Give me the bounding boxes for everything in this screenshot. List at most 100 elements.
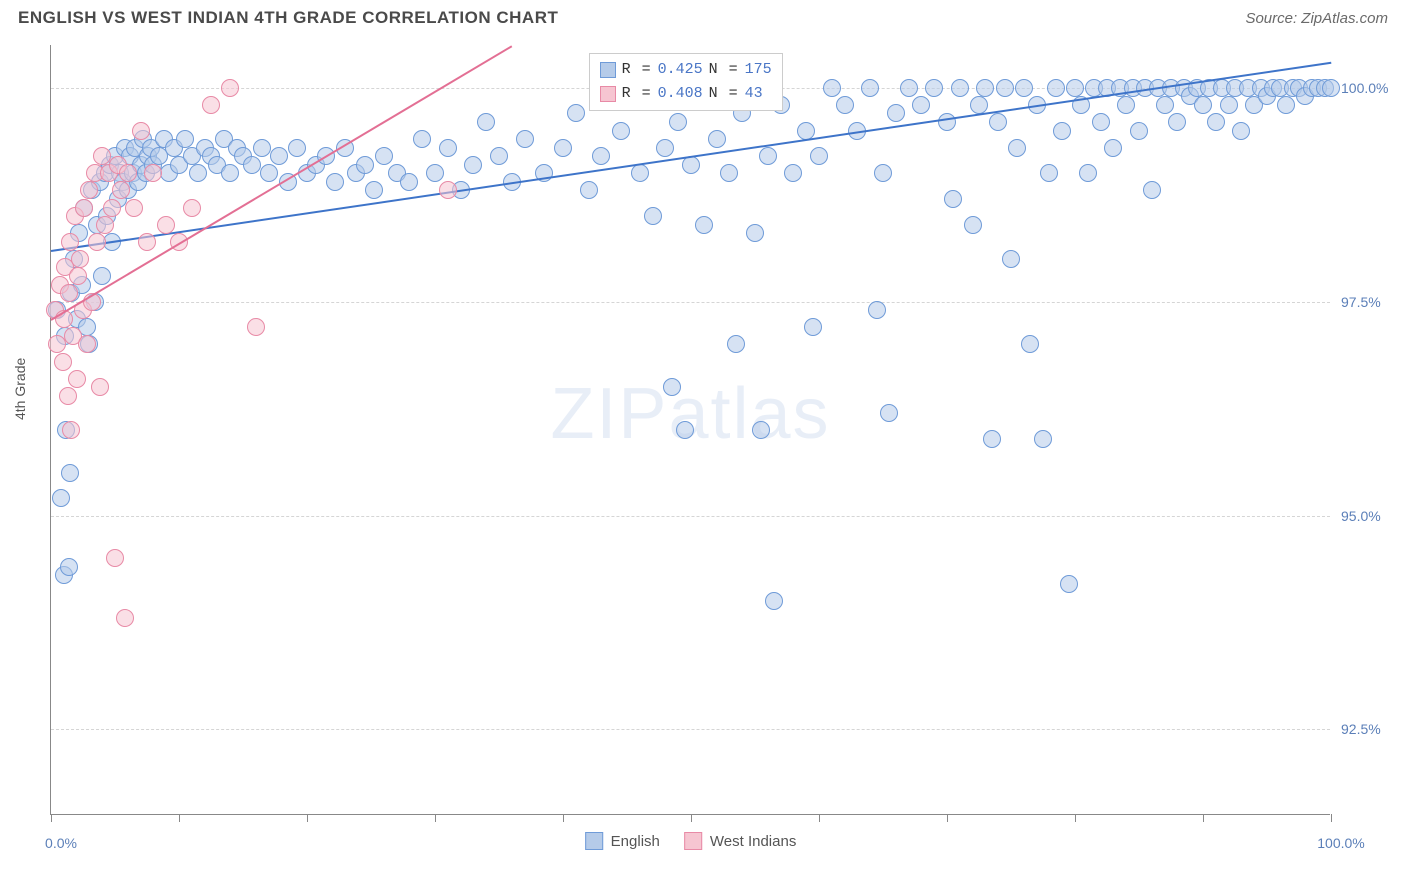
english-point xyxy=(1034,430,1052,448)
chart-header: ENGLISH VS WEST INDIAN 4TH GRADE CORRELA… xyxy=(0,0,1406,32)
english-point xyxy=(1008,139,1026,157)
stats-swatch-icon xyxy=(600,86,616,102)
x-tick-mark xyxy=(819,814,820,822)
x-tick-mark xyxy=(1203,814,1204,822)
west_indians-point xyxy=(54,353,72,371)
legend-item-english: English xyxy=(585,832,660,850)
english-point xyxy=(720,164,738,182)
english-point xyxy=(631,164,649,182)
english-point xyxy=(695,216,713,234)
english-point xyxy=(938,113,956,131)
english-point xyxy=(243,156,261,174)
english-point xyxy=(823,79,841,97)
west_indians-point xyxy=(88,233,106,251)
stats-n-label: N = xyxy=(709,82,739,106)
watermark-atlas: atlas xyxy=(668,374,830,454)
english-point xyxy=(288,139,306,157)
west_indians-point xyxy=(69,267,87,285)
english-point xyxy=(60,558,78,576)
legend-label: English xyxy=(611,833,660,850)
english-point xyxy=(797,122,815,140)
west_indians-point xyxy=(68,370,86,388)
english-point xyxy=(765,592,783,610)
english-point xyxy=(413,130,431,148)
english-point xyxy=(752,421,770,439)
west_indians-point xyxy=(144,164,162,182)
english-point xyxy=(516,130,534,148)
english-point xyxy=(1021,335,1039,353)
x-tick-label: 0.0% xyxy=(31,835,91,851)
english-point xyxy=(1156,96,1174,114)
english-point xyxy=(221,164,239,182)
english-point xyxy=(612,122,630,140)
stats-swatch-icon xyxy=(600,62,616,78)
y-tick-label: 97.5% xyxy=(1341,294,1381,310)
english-point xyxy=(1040,164,1058,182)
english-point xyxy=(759,147,777,165)
english-point xyxy=(1047,79,1065,97)
english-point xyxy=(912,96,930,114)
x-tick-mark xyxy=(947,814,948,822)
legend: English West Indians xyxy=(585,832,797,850)
english-point xyxy=(1168,113,1186,131)
stats-r-value: 0.425 xyxy=(658,58,703,82)
english-point xyxy=(554,139,572,157)
west_indians-point xyxy=(183,199,201,217)
english-point xyxy=(656,139,674,157)
english-point xyxy=(260,164,278,182)
stats-box: R =0.425 N = 175R =0.408 N = 43 xyxy=(589,53,783,111)
x-tick-mark xyxy=(1331,814,1332,822)
english-point xyxy=(1079,164,1097,182)
english-point xyxy=(93,267,111,285)
english-point xyxy=(375,147,393,165)
english-point xyxy=(1207,113,1225,131)
y-tick-label: 92.5% xyxy=(1341,721,1381,737)
english-point xyxy=(989,113,1007,131)
y-tick-label: 100.0% xyxy=(1341,80,1388,96)
english-point xyxy=(1277,96,1295,114)
english-point xyxy=(784,164,802,182)
stats-n-label: N = xyxy=(709,58,739,82)
english-point xyxy=(1053,122,1071,140)
gridline xyxy=(51,302,1330,303)
english-point xyxy=(644,207,662,225)
west_indians-point xyxy=(221,79,239,97)
english-point xyxy=(708,130,726,148)
english-point xyxy=(400,173,418,191)
west_indians-point xyxy=(132,122,150,140)
english-point xyxy=(176,130,194,148)
watermark: ZIPatlas xyxy=(550,373,830,455)
west_indians-point xyxy=(125,199,143,217)
stats-r-label: R = xyxy=(622,82,652,106)
x-tick-mark xyxy=(691,814,692,822)
stats-row-west_indians: R =0.408 N = 43 xyxy=(600,82,772,106)
english-point xyxy=(253,139,271,157)
english-point xyxy=(874,164,892,182)
west_indians-point xyxy=(247,318,265,336)
english-point xyxy=(746,224,764,242)
english-point xyxy=(663,378,681,396)
english-point xyxy=(356,156,374,174)
stats-row-english: R =0.425 N = 175 xyxy=(600,58,772,82)
english-point xyxy=(1092,113,1110,131)
english-point xyxy=(1117,96,1135,114)
english-point xyxy=(1194,96,1212,114)
legend-swatch-icon xyxy=(585,832,603,850)
english-point xyxy=(1015,79,1033,97)
legend-label: West Indians xyxy=(710,833,796,850)
x-tick-mark xyxy=(563,814,564,822)
english-point xyxy=(861,79,879,97)
english-point xyxy=(1066,79,1084,97)
y-axis-label: 4th Grade xyxy=(12,358,28,420)
english-point xyxy=(868,301,886,319)
english-point xyxy=(996,79,1014,97)
west_indians-point xyxy=(60,284,78,302)
english-point xyxy=(567,104,585,122)
english-point xyxy=(464,156,482,174)
x-tick-mark xyxy=(51,814,52,822)
west_indians-point xyxy=(96,216,114,234)
english-point xyxy=(810,147,828,165)
west_indians-point xyxy=(138,233,156,251)
english-point xyxy=(944,190,962,208)
english-point xyxy=(925,79,943,97)
